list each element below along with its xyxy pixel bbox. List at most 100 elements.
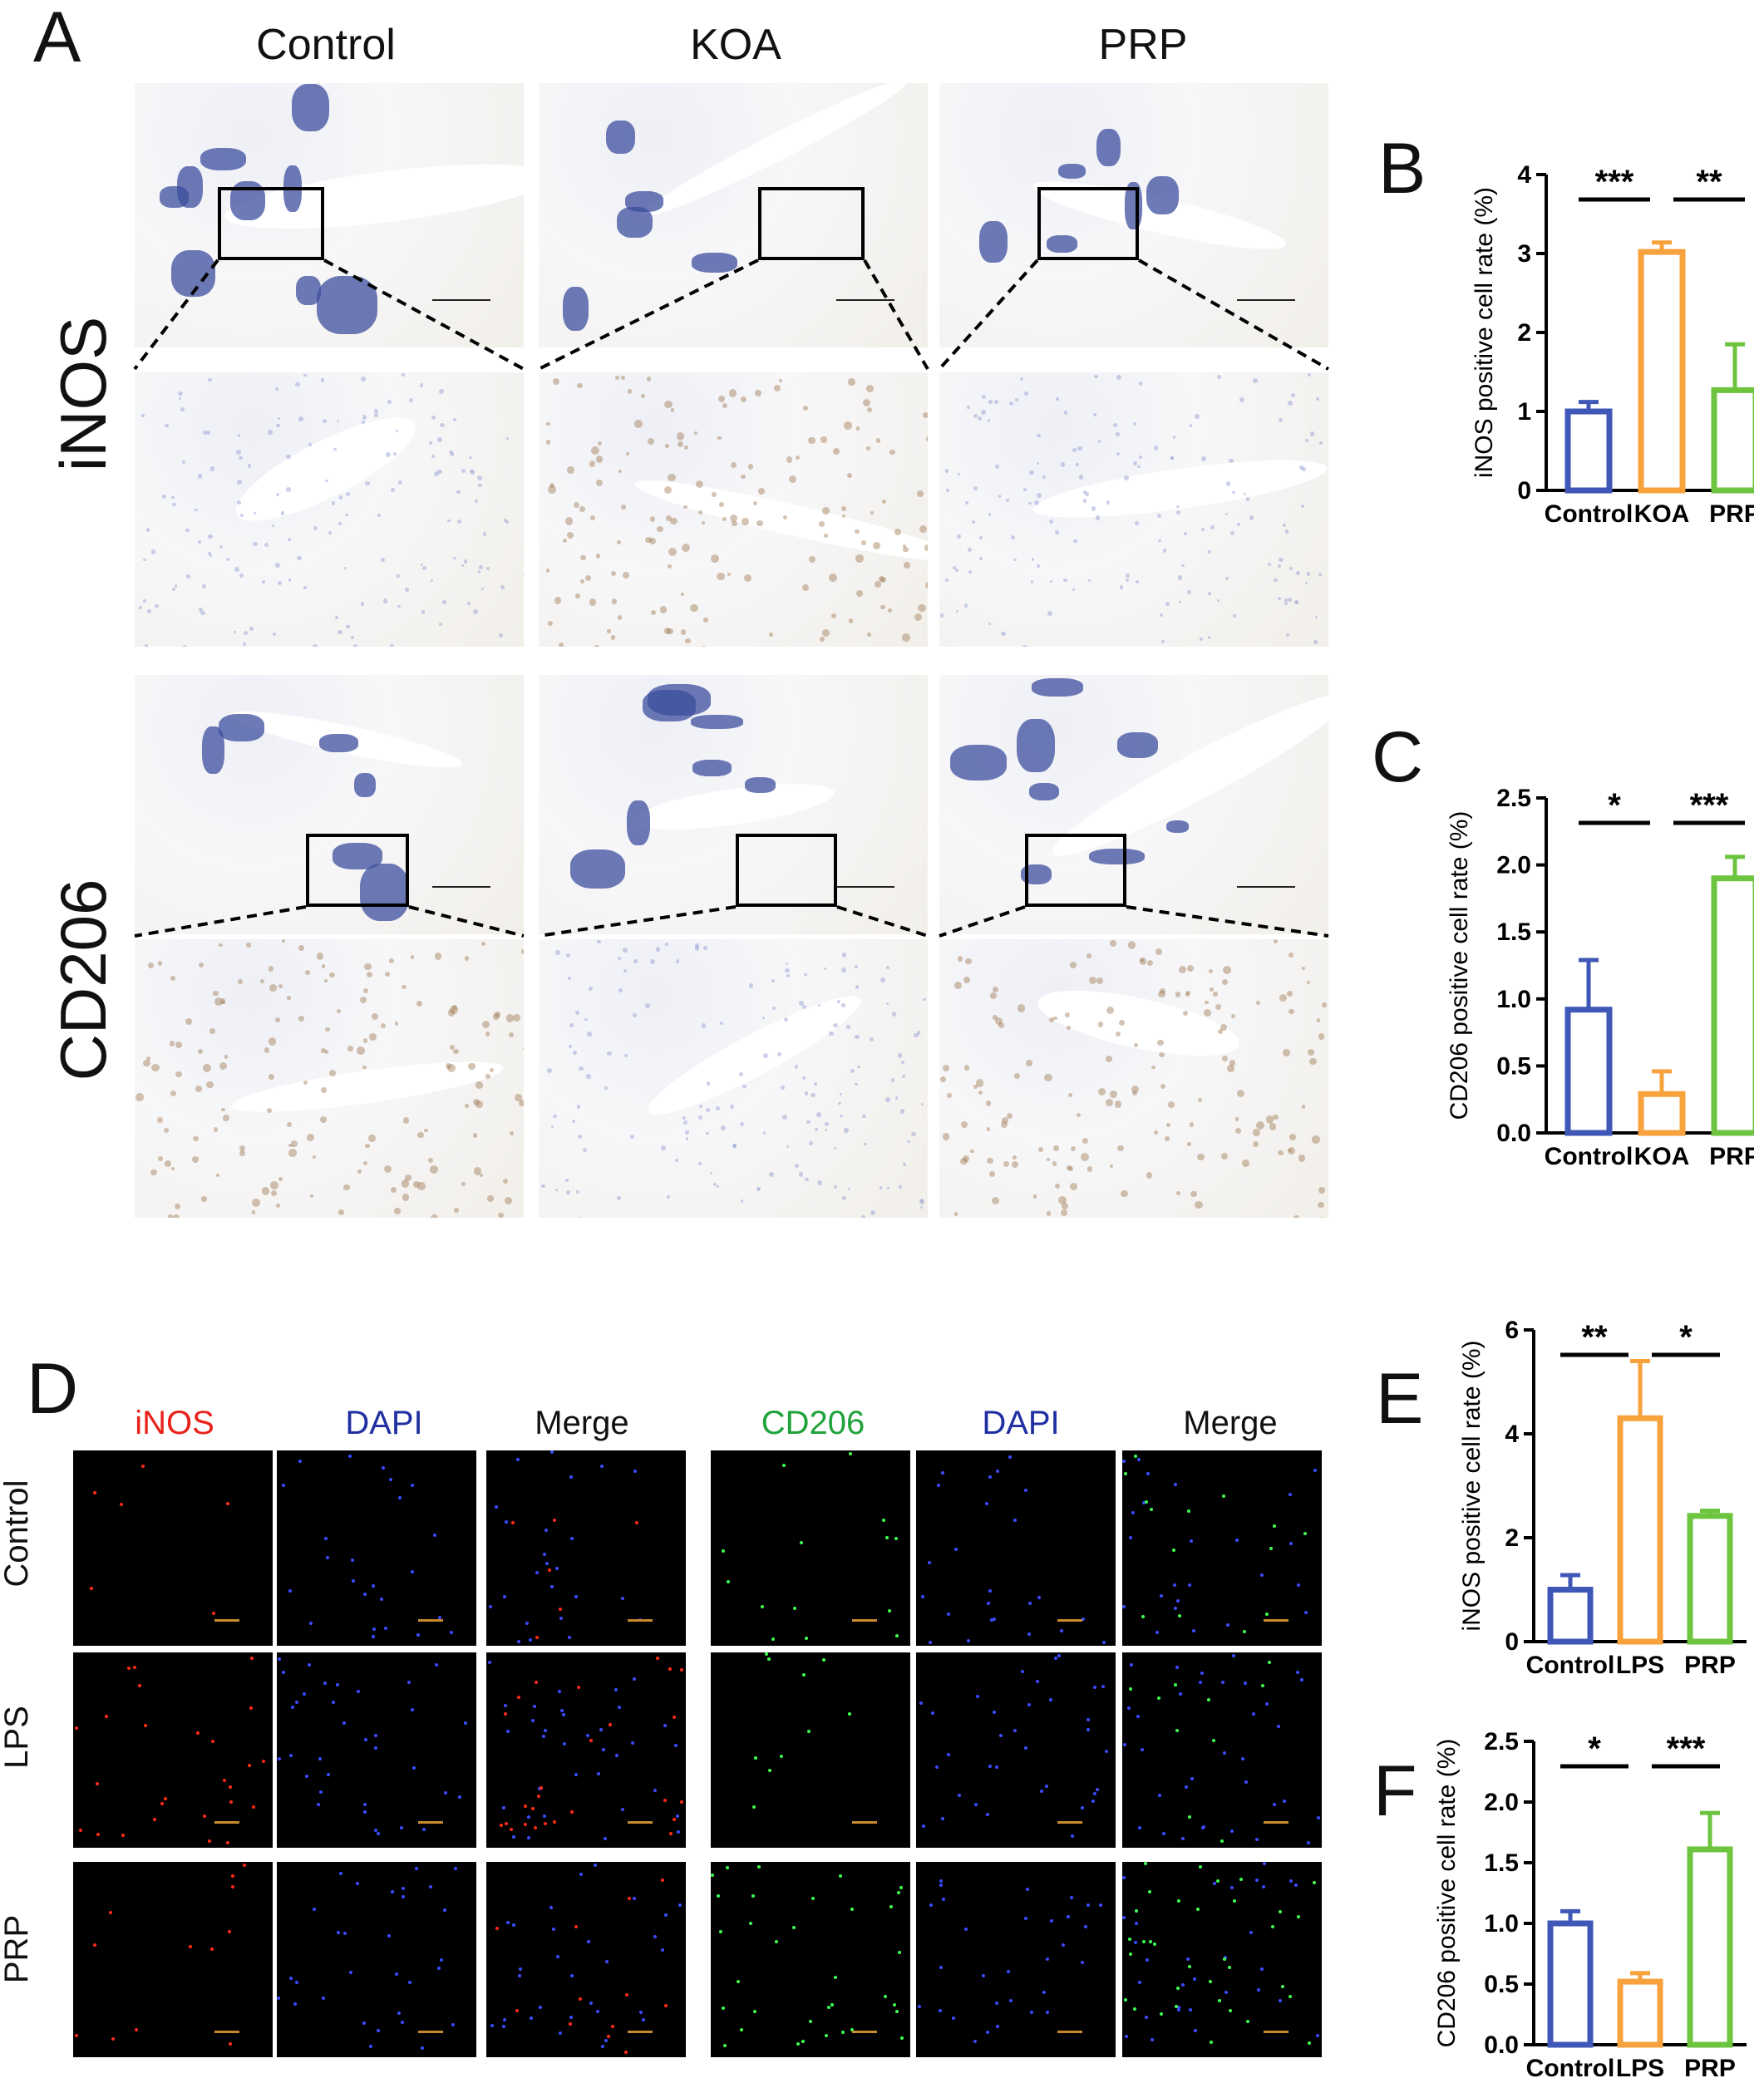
cell-signal bbox=[502, 1595, 506, 1599]
cell-nucleus bbox=[446, 1064, 456, 1073]
cell-signal bbox=[995, 2024, 999, 2028]
cell-nucleus bbox=[1157, 513, 1162, 519]
cell-nucleus bbox=[685, 1130, 689, 1135]
cell-signal bbox=[579, 1872, 583, 1876]
cell-nucleus bbox=[464, 956, 470, 961]
cell-nucleus bbox=[236, 500, 241, 505]
cell-nucleus bbox=[547, 485, 556, 494]
cell-signal bbox=[936, 1483, 940, 1487]
cell-nucleus bbox=[1253, 377, 1258, 383]
cell-nucleus bbox=[404, 1174, 411, 1181]
cell-nucleus bbox=[515, 1094, 522, 1101]
cell-nucleus bbox=[178, 391, 183, 396]
cell-nucleus bbox=[1112, 422, 1117, 428]
cell-nucleus bbox=[901, 633, 910, 642]
y-tick-label: 2 bbox=[1505, 1524, 1519, 1552]
cell-nucleus bbox=[694, 943, 700, 948]
cell-nucleus bbox=[987, 1158, 993, 1165]
cell-signal bbox=[753, 1756, 757, 1760]
cell-nucleus bbox=[961, 1121, 968, 1128]
cell-nucleus bbox=[1227, 1064, 1234, 1072]
cell-signal bbox=[1269, 1546, 1273, 1550]
cell-nucleus bbox=[616, 1195, 622, 1200]
cell-signal bbox=[549, 1450, 554, 1455]
cell-signal bbox=[373, 1746, 377, 1751]
y-tick-label: 2.0 bbox=[1496, 852, 1531, 879]
cell-nucleus bbox=[1086, 1166, 1092, 1172]
cell-nucleus bbox=[744, 574, 752, 583]
cell-signal bbox=[1289, 1493, 1293, 1497]
cell-nucleus bbox=[144, 644, 149, 647]
cell-signal bbox=[1218, 1998, 1222, 2002]
cell-signal bbox=[1138, 1825, 1142, 1829]
cell-signal bbox=[109, 1910, 113, 1914]
cell-signal bbox=[664, 2004, 668, 2008]
cell-signal bbox=[796, 2041, 801, 2046]
cell-signal bbox=[1225, 1623, 1229, 1627]
cell-nucleus bbox=[641, 394, 646, 399]
cell-nucleus bbox=[885, 966, 889, 970]
cell-signal bbox=[899, 1886, 903, 1890]
cell-signal bbox=[848, 1712, 852, 1716]
cell-nucleus bbox=[1106, 1098, 1113, 1106]
cell-nucleus bbox=[804, 1177, 809, 1182]
cell-nucleus bbox=[254, 511, 257, 515]
panel-letter-e: E bbox=[1376, 1359, 1424, 1439]
cell-nucleus bbox=[880, 605, 885, 610]
cell-nucleus bbox=[939, 613, 944, 618]
cell-nucleus bbox=[955, 569, 958, 572]
scale-bar bbox=[852, 1821, 877, 1824]
cell-signal bbox=[850, 1908, 855, 1912]
fluor-prp-cd206-3 bbox=[711, 1862, 910, 2057]
cell-nucleus bbox=[197, 540, 202, 544]
cell-nucleus bbox=[470, 470, 475, 475]
cell-nucleus bbox=[143, 1059, 150, 1067]
cell-signal bbox=[1122, 1876, 1126, 1880]
cell-signal bbox=[995, 1765, 998, 1770]
cell-nucleus bbox=[377, 513, 381, 518]
cell-signal bbox=[504, 1821, 508, 1825]
cell-signal bbox=[1303, 1532, 1308, 1536]
cell-nucleus bbox=[953, 1212, 958, 1216]
cell-nucleus bbox=[334, 615, 339, 620]
cell-nucleus bbox=[833, 1185, 837, 1189]
bar-prp bbox=[1687, 1513, 1733, 1645]
cell-nucleus bbox=[1178, 966, 1186, 974]
cell-nucleus bbox=[395, 429, 399, 433]
cell-nucleus bbox=[917, 603, 926, 613]
cell-signal bbox=[1174, 1483, 1178, 1487]
cell-nucleus bbox=[917, 490, 924, 498]
cell-nucleus bbox=[674, 1159, 678, 1163]
cell-nucleus bbox=[794, 1163, 800, 1169]
cell-nucleus bbox=[806, 1120, 811, 1124]
cell-nucleus bbox=[992, 1197, 1000, 1205]
cell-nucleus bbox=[903, 546, 909, 553]
scale-bar bbox=[418, 1619, 443, 1622]
cell-signal bbox=[501, 2024, 505, 2028]
cell-nucleus bbox=[143, 558, 146, 562]
cell-nucleus bbox=[213, 991, 219, 997]
inset-region-box bbox=[736, 834, 837, 907]
cell-nucleus bbox=[924, 544, 928, 551]
cell-nucleus bbox=[450, 1006, 458, 1014]
cell-signal bbox=[672, 1715, 676, 1719]
cell-nucleus bbox=[579, 579, 584, 584]
cell-nucleus bbox=[902, 544, 906, 548]
cell-nucleus bbox=[192, 1135, 199, 1142]
cell-signal bbox=[307, 1662, 311, 1667]
fluor-control-inos-0 bbox=[73, 1450, 273, 1646]
y-axis-label: iNOS positive cell rate (%) bbox=[1471, 187, 1498, 478]
cell-signal bbox=[618, 1706, 622, 1710]
cell-nucleus bbox=[482, 1020, 490, 1029]
cell-nucleus bbox=[405, 587, 409, 592]
cell-nucleus bbox=[475, 1100, 483, 1108]
cell-nucleus bbox=[1153, 446, 1159, 451]
cell-nucleus bbox=[782, 1114, 788, 1120]
cell-nucleus bbox=[668, 473, 677, 482]
cell-signal bbox=[663, 1913, 668, 1918]
cell-nucleus bbox=[320, 1115, 328, 1123]
cell-signal bbox=[435, 1662, 439, 1667]
cell-nucleus bbox=[453, 556, 456, 559]
ihc-cd206-koa-zoom bbox=[539, 939, 928, 1218]
cell-signal bbox=[766, 1657, 771, 1662]
